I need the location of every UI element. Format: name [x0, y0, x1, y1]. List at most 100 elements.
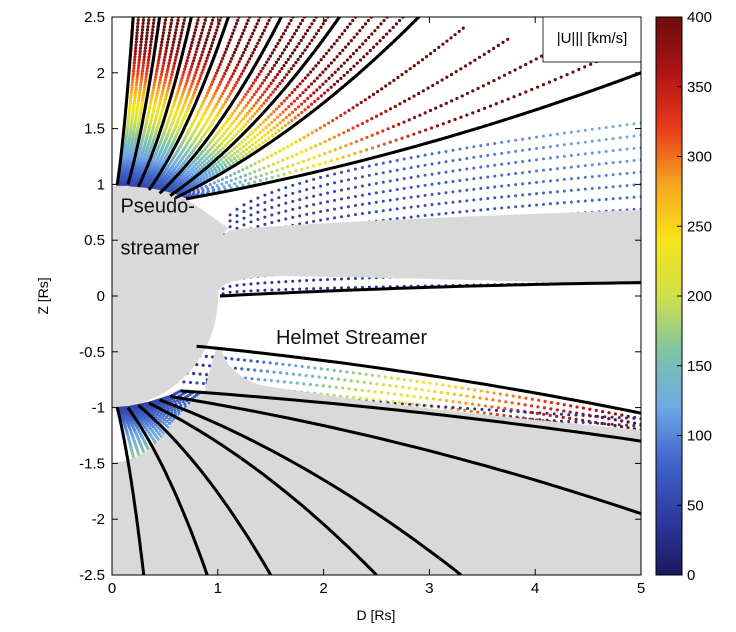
- flow-point: [295, 85, 300, 89]
- flow-point: [335, 157, 339, 161]
- flow-point: [271, 78, 275, 83]
- flow-point: [412, 115, 417, 120]
- flow-point: [407, 386, 411, 390]
- flow-point: [135, 106, 140, 110]
- flow-point: [542, 412, 546, 416]
- flow-point: [241, 150, 246, 154]
- flow-point: [157, 83, 161, 87]
- flow-point: [435, 81, 440, 85]
- flow-point: [159, 43, 163, 47]
- flow-point: [236, 63, 240, 67]
- flow-point: [264, 117, 268, 122]
- flow-point: [568, 416, 572, 420]
- flow-point: [209, 166, 213, 170]
- flow-point: [159, 75, 163, 79]
- flow-point: [219, 80, 223, 84]
- flow-point: [210, 41, 215, 45]
- flow-point: [259, 35, 263, 39]
- flow-point: [276, 160, 280, 164]
- flow-point: [207, 88, 211, 92]
- plot-area: [112, 17, 641, 575]
- flow-point: [192, 165, 196, 169]
- flow-point: [477, 108, 481, 113]
- flow-point: [167, 31, 172, 35]
- flow-point: [506, 37, 510, 41]
- flow-point: [225, 119, 229, 123]
- flow-point: [222, 185, 226, 189]
- flow-point: [394, 138, 398, 142]
- flow-point: [273, 75, 278, 80]
- flow-point: [206, 128, 210, 132]
- flow-point: [203, 110, 208, 114]
- flow-point: [344, 144, 348, 148]
- flow-point: [312, 164, 316, 168]
- flow-point: [158, 80, 162, 85]
- flow-point: [132, 98, 137, 103]
- flow-point: [198, 37, 202, 42]
- flow-point: [267, 123, 271, 127]
- flow-point: [204, 59, 208, 63]
- flow-point: [135, 34, 139, 38]
- flow-point: [293, 107, 298, 112]
- flow-point: [337, 133, 341, 137]
- flow-point: [133, 55, 137, 59]
- flow-point: [161, 34, 165, 38]
- flow-point: [128, 103, 132, 108]
- flow-point: [231, 53, 235, 58]
- flow-point: [179, 79, 183, 83]
- flow-point: [201, 68, 205, 72]
- flow-point: [146, 111, 151, 115]
- flow-point: [132, 103, 136, 108]
- flow-point: [242, 28, 246, 32]
- flow-point: [479, 389, 483, 393]
- flow-point: [127, 111, 131, 115]
- flow-point: [152, 86, 156, 90]
- flow-point: [213, 74, 217, 78]
- flow-point: [261, 32, 265, 36]
- flow-point: [167, 421, 172, 425]
- flow-point: [250, 84, 254, 88]
- flow-point: [215, 102, 219, 106]
- flow-point: [131, 108, 135, 113]
- flow-point: [233, 151, 237, 156]
- flow-point: [183, 101, 187, 105]
- flow-point: [188, 50, 192, 54]
- flow-point: [132, 66, 136, 71]
- flow-point: [290, 110, 295, 114]
- flow-point: [176, 105, 180, 110]
- flow-point: [259, 69, 263, 73]
- flow-point: [388, 29, 392, 33]
- flow-point: [301, 79, 305, 83]
- flow-point: [534, 57, 538, 61]
- flow-point: [190, 122, 195, 126]
- flow-point: [354, 140, 358, 144]
- flow-point: [375, 42, 379, 46]
- flow-point: [173, 113, 177, 117]
- flow-point: [600, 415, 604, 420]
- flow-point: [246, 120, 250, 124]
- flow-point: [168, 81, 172, 85]
- flow-point: [267, 136, 271, 140]
- flow-point: [165, 92, 169, 96]
- flow-point: [388, 107, 393, 111]
- flow-point: [202, 47, 206, 51]
- flow-point: [353, 151, 357, 156]
- flow-point: [192, 76, 196, 80]
- flow-point: [194, 144, 198, 148]
- flow-point: [269, 93, 273, 97]
- flow-point: [146, 21, 150, 26]
- flow-point: [201, 174, 206, 179]
- flow-point: [144, 77, 148, 82]
- flow-point: [218, 97, 222, 101]
- flow-point: [347, 387, 351, 391]
- flow-point: [195, 68, 199, 72]
- flow-point: [169, 52, 173, 56]
- flow-point: [536, 85, 540, 89]
- flow-point: [302, 135, 306, 140]
- flow-point: [144, 40, 148, 44]
- flow-point: [352, 395, 356, 400]
- flow-point: [174, 55, 178, 59]
- flow-point: [173, 407, 177, 412]
- flow-point: [335, 55, 339, 59]
- flow-point: [296, 113, 301, 117]
